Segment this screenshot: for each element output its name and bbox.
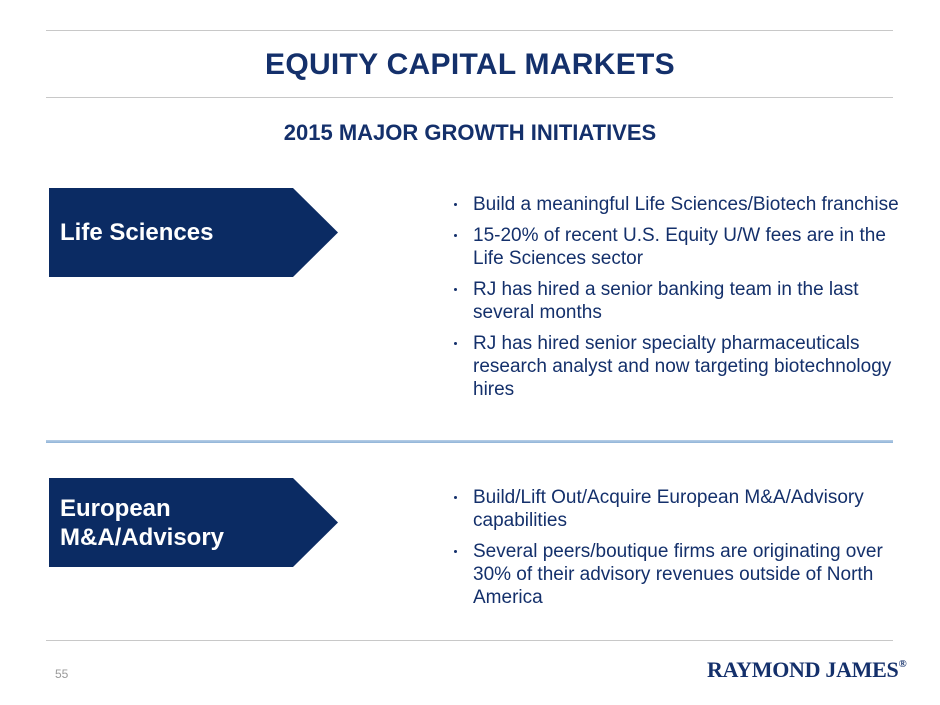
bullet-text: Several peers/boutique firms are origina… [473, 541, 883, 608]
arrow-shape-1 [49, 188, 338, 277]
logo-text: RAYMOND JAMES [707, 657, 899, 682]
registered-mark: ® [898, 657, 907, 670]
european-advisory-label: European M&A/Advisory [60, 494, 224, 552]
bullet-dot [454, 550, 457, 553]
european-advisory-arrow: European M&A/Advisory [49, 478, 339, 567]
life-sciences-label: Life Sciences [60, 218, 213, 247]
bullet-item: RJ has hired a senior banking team in th… [450, 278, 900, 324]
arrow-shape-2 [49, 478, 338, 567]
slide-title: EQUITY CAPITAL MARKETS [265, 48, 675, 81]
bullet-text: RJ has hired a senior banking team in th… [473, 279, 859, 323]
page-number: 55 [55, 667, 69, 681]
label-line: M&A/Advisory [60, 524, 225, 551]
bullet-item: Several peers/boutique firms are origina… [450, 540, 890, 609]
top-rule [46, 30, 893, 31]
life-sciences-arrow: Life Sciences [49, 188, 339, 277]
bullet-text: Build/Lift Out/Acquire European M&A/Advi… [473, 487, 864, 531]
label-line: European [60, 495, 171, 522]
footer-rule [46, 640, 893, 641]
title-rule [46, 97, 893, 98]
bullet-text: RJ has hired senior specialty pharmaceut… [473, 333, 892, 400]
bullet-text: Build a meaningful Life Sciences/Biotech… [473, 194, 899, 215]
section-divider [46, 440, 893, 443]
bullet-item: Build a meaningful Life Sciences/Biotech… [450, 193, 900, 216]
bullet-item: 15-20% of recent U.S. Equity U/W fees ar… [450, 224, 900, 270]
bullet-dot [454, 342, 457, 345]
bullet-dot [454, 288, 457, 291]
raymond-james-logo: RAYMOND JAMES® [707, 657, 907, 683]
european-advisory-bullets: Build/Lift Out/Acquire European M&A/Advi… [450, 486, 890, 617]
bullet-dot [454, 496, 457, 499]
bullet-dot [454, 234, 457, 237]
label-line: Life Sciences [60, 219, 214, 246]
bullet-text: 15-20% of recent U.S. Equity U/W fees ar… [473, 225, 886, 269]
bullet-item: RJ has hired senior specialty pharmaceut… [450, 332, 900, 401]
bullet-item: Build/Lift Out/Acquire European M&A/Advi… [450, 486, 890, 532]
life-sciences-bullets: Build a meaningful Life Sciences/Biotech… [450, 193, 900, 409]
bullet-dot [454, 203, 457, 206]
slide-subtitle: 2015 MAJOR GROWTH INITIATIVES [283, 120, 657, 145]
